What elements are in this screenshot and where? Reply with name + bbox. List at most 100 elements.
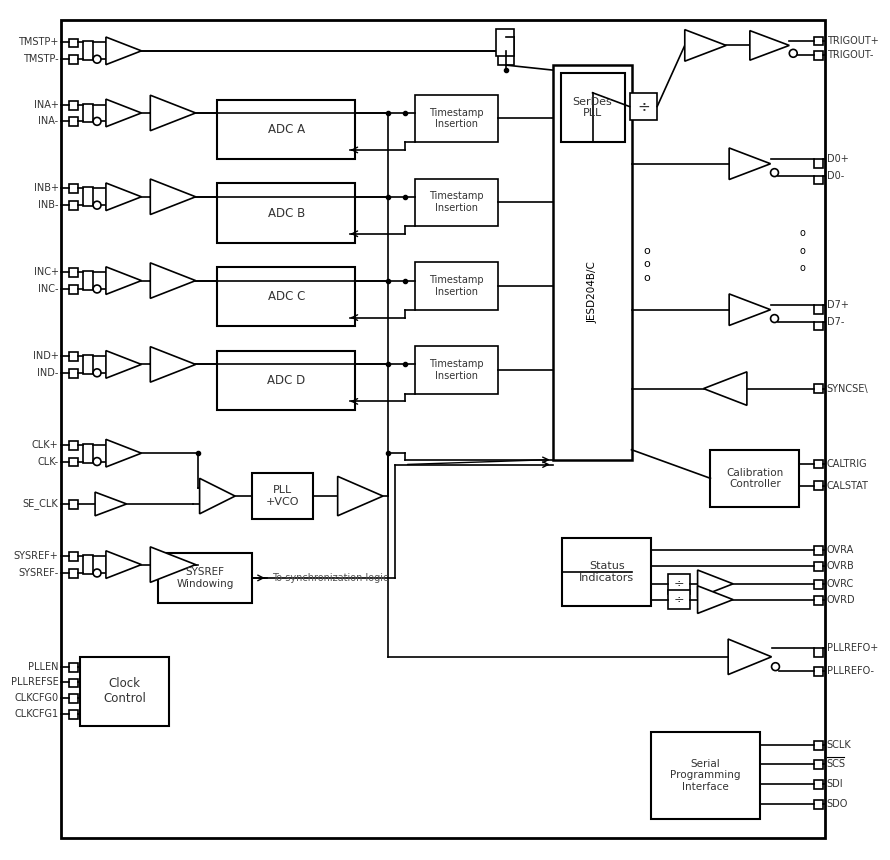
Circle shape [93, 55, 101, 63]
Circle shape [93, 569, 101, 577]
Bar [814, 36, 823, 46]
Text: SYSREF
Windowing: SYSREF Windowing [176, 567, 234, 589]
Text: Timestamp
Insertion: Timestamp Insertion [429, 192, 484, 213]
Bar [84, 556, 93, 574]
Bar [69, 39, 78, 47]
Bar [498, 37, 514, 64]
Text: PLLEN: PLLEN [28, 661, 59, 672]
Bar [61, 20, 825, 838]
Text: PLLREFO+: PLLREFO+ [827, 643, 878, 653]
Bar [814, 780, 823, 789]
Polygon shape [106, 439, 142, 467]
Polygon shape [106, 267, 142, 294]
Bar [84, 271, 93, 290]
Text: SCLK: SCLK [827, 740, 852, 750]
Bar [69, 352, 78, 361]
Bar [158, 553, 252, 603]
Polygon shape [150, 179, 196, 214]
Bar [69, 500, 78, 509]
Bar [252, 473, 313, 519]
Bar [562, 538, 651, 605]
Text: CALSTAT: CALSTAT [827, 481, 869, 491]
Bar [69, 201, 78, 210]
Bar [814, 666, 823, 676]
Bar [69, 679, 78, 687]
Text: Timestamp
Insertion: Timestamp Insertion [429, 275, 484, 297]
Text: D7+: D7+ [827, 300, 849, 310]
Text: Serial
Programming
Interface: Serial Programming Interface [670, 759, 740, 792]
Bar [814, 760, 823, 769]
Bar [69, 285, 78, 294]
Text: CLK+: CLK+ [32, 439, 59, 450]
Text: TMSTP-: TMSTP- [23, 54, 59, 64]
Bar [69, 458, 78, 466]
Bar [814, 304, 823, 314]
Text: INA+: INA+ [34, 100, 59, 109]
Text: o: o [799, 228, 805, 237]
Bar [217, 100, 355, 159]
Bar [814, 648, 823, 657]
Text: INC-: INC- [38, 284, 59, 294]
Bar [69, 552, 78, 562]
Polygon shape [106, 550, 142, 579]
Bar [84, 41, 93, 60]
Bar [217, 183, 355, 243]
Bar [415, 347, 498, 394]
Text: INA-: INA- [38, 116, 59, 126]
Text: INC+: INC+ [34, 267, 59, 277]
Bar [814, 384, 823, 392]
Bar [69, 569, 78, 578]
Polygon shape [150, 95, 196, 131]
Circle shape [789, 49, 797, 58]
Text: TRIGOUT-: TRIGOUT- [827, 50, 873, 60]
Text: ADC D: ADC D [267, 374, 305, 387]
Polygon shape [750, 31, 789, 60]
Bar [668, 590, 690, 610]
Bar [651, 732, 760, 819]
Text: OVRB: OVRB [827, 561, 854, 571]
Bar [814, 175, 823, 184]
Polygon shape [106, 37, 142, 64]
Text: CALTRIG: CALTRIG [827, 459, 868, 469]
Bar [217, 267, 355, 327]
Polygon shape [106, 183, 142, 211]
Circle shape [93, 458, 101, 465]
Text: IND+: IND+ [33, 351, 59, 361]
Bar [415, 262, 498, 310]
Bar [814, 482, 823, 490]
Bar [814, 740, 823, 750]
Bar [668, 574, 690, 593]
Circle shape [772, 663, 780, 671]
Text: o: o [643, 245, 650, 255]
Text: SerDes
PLL: SerDes PLL [572, 96, 612, 119]
Text: CLK-: CLK- [37, 457, 59, 467]
Bar [69, 268, 78, 277]
Bar [710, 450, 799, 507]
Circle shape [93, 118, 101, 126]
Text: D0-: D0- [827, 170, 844, 181]
Polygon shape [106, 99, 142, 126]
Text: TMSTP+: TMSTP+ [18, 38, 59, 47]
Circle shape [93, 201, 101, 209]
Circle shape [93, 285, 101, 293]
Text: SDI: SDI [827, 779, 844, 789]
Bar [84, 444, 93, 463]
Text: D7-: D7- [827, 316, 844, 327]
Text: INB+: INB+ [34, 183, 59, 194]
Text: SYNCSE\: SYNCSE\ [827, 384, 869, 394]
Text: ÷: ÷ [674, 593, 684, 606]
Bar [629, 93, 657, 120]
Bar [814, 800, 823, 808]
Text: Clock
Control: Clock Control [103, 678, 146, 705]
Bar [69, 663, 78, 672]
Text: ÷: ÷ [674, 577, 684, 590]
Polygon shape [150, 263, 196, 298]
Bar [814, 52, 823, 60]
Bar [814, 580, 823, 589]
Polygon shape [337, 476, 383, 516]
Polygon shape [698, 586, 733, 613]
Text: Calibration
Controller: Calibration Controller [726, 468, 783, 489]
Polygon shape [703, 372, 747, 405]
Text: ADC C: ADC C [268, 291, 305, 304]
Bar [69, 55, 78, 64]
